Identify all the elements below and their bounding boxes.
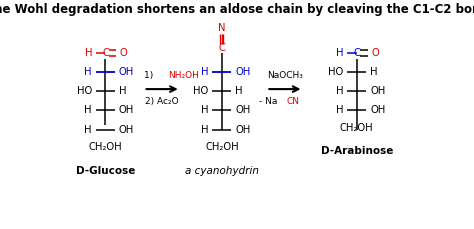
Text: D-Glucose: D-Glucose (76, 166, 135, 176)
Text: C: C (354, 48, 361, 58)
Text: H: H (201, 106, 209, 115)
Text: H: H (336, 86, 343, 96)
Text: OH: OH (370, 86, 385, 96)
Text: H: H (84, 67, 92, 77)
Text: CH₂OH: CH₂OH (205, 142, 238, 152)
Text: OH: OH (235, 125, 251, 135)
Text: O: O (371, 48, 379, 58)
Text: 1): 1) (144, 71, 156, 80)
Text: HO: HO (77, 86, 92, 96)
Text: The Wohl degradation shortens an aldose chain by cleaving the C1-C2 bond: The Wohl degradation shortens an aldose … (0, 3, 474, 16)
Text: C: C (219, 43, 225, 53)
Text: OH: OH (235, 106, 251, 115)
Text: - Na: - Na (259, 97, 277, 106)
Text: H: H (84, 106, 92, 115)
Text: OH: OH (370, 106, 385, 115)
Text: OH: OH (235, 67, 251, 77)
Text: HO: HO (193, 86, 209, 96)
Text: C: C (102, 48, 109, 58)
Text: OH: OH (119, 106, 134, 115)
Text: H: H (370, 67, 378, 77)
Text: H: H (84, 125, 92, 135)
Text: H: H (201, 125, 209, 135)
Text: CH₂OH: CH₂OH (340, 123, 374, 133)
Text: N: N (218, 23, 226, 33)
Text: 2) Ac₂O: 2) Ac₂O (146, 97, 179, 106)
Text: a cyanohydrin: a cyanohydrin (185, 166, 259, 176)
Text: NaOCH₃: NaOCH₃ (267, 71, 303, 80)
Text: H: H (337, 48, 344, 58)
Text: O: O (120, 48, 128, 58)
Text: H: H (201, 67, 209, 77)
Text: OH: OH (119, 125, 134, 135)
Text: CN: CN (287, 97, 300, 106)
Text: H: H (235, 86, 243, 96)
Text: H: H (119, 86, 127, 96)
Text: H: H (85, 48, 93, 58)
Text: H: H (336, 106, 343, 115)
Text: NH₂OH: NH₂OH (168, 71, 199, 80)
Text: HO: HO (328, 67, 343, 77)
Text: OH: OH (119, 67, 134, 77)
Text: CH₂OH: CH₂OH (89, 142, 122, 152)
Text: D-Arabinose: D-Arabinose (320, 146, 393, 156)
